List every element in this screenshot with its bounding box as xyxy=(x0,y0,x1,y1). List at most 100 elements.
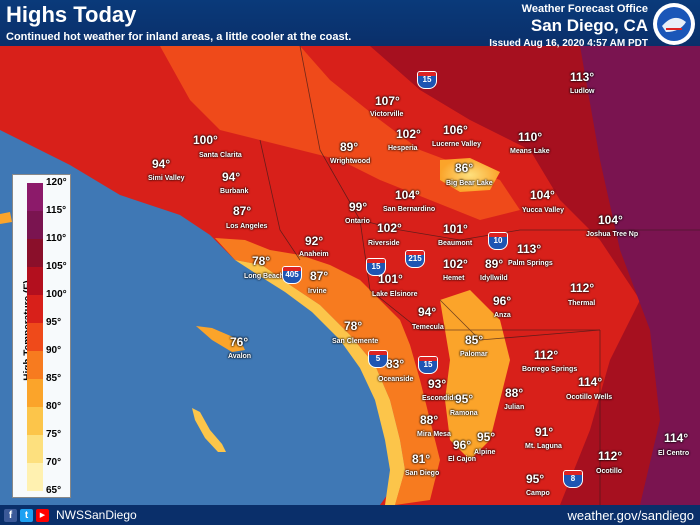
place-name: Riverside xyxy=(368,240,400,247)
place-name: Beaumont xyxy=(438,240,473,247)
youtube-icon[interactable]: ▶ xyxy=(36,508,49,522)
place-name: Joshua Tree Np xyxy=(586,231,639,238)
place-name: Mt. Laguna xyxy=(525,443,562,450)
legend-tick: 65° xyxy=(46,485,62,496)
place-name: Irvine xyxy=(308,288,327,295)
temperature-value: 114° xyxy=(578,375,603,389)
temperature-value: 114° xyxy=(664,431,689,445)
page-title: Highs Today xyxy=(6,2,137,27)
place-name: Oceanside xyxy=(378,376,414,383)
place-name: Ramona xyxy=(450,410,478,417)
temperature-value: 104° xyxy=(395,188,420,202)
website-link[interactable]: weather.gov/sandiego xyxy=(567,508,694,523)
legend-swatch xyxy=(27,295,43,323)
place-name: Lake Elsinore xyxy=(372,291,418,298)
place-name: Santa Clarita xyxy=(199,152,242,159)
temperature-value: 94° xyxy=(152,157,171,171)
legend-tick: 120° xyxy=(46,177,67,188)
place-name: Yucca Valley xyxy=(522,207,565,214)
twitter-icon[interactable]: t xyxy=(20,508,33,522)
temperature-value: 104° xyxy=(598,213,623,227)
place-name: Borrego Springs xyxy=(522,366,578,373)
temperature-value: 81° xyxy=(412,452,431,466)
place-name: Idyllwild xyxy=(480,275,508,282)
temperature-value: 106° xyxy=(443,123,468,137)
coastal-plain xyxy=(215,238,440,505)
legend-swatch xyxy=(27,323,43,351)
place-name: Palomar xyxy=(460,351,488,358)
temperature-value: 99° xyxy=(349,200,368,214)
header-bar: Highs Today Continued hot weather for in… xyxy=(0,0,700,49)
highway-shield-icon: 215 xyxy=(405,250,425,268)
social-handle[interactable]: NWSSanDiego xyxy=(56,508,137,522)
temperature-value: 102° xyxy=(377,221,402,235)
social-links: f t ▶ NWSSanDiego xyxy=(4,508,137,522)
legend-swatch xyxy=(27,463,43,491)
place-name: Ludlow xyxy=(570,88,595,95)
place-name: Means Lake xyxy=(510,148,550,155)
temperature-value: 87° xyxy=(310,269,329,283)
office-block: Weather Forecast Office San Diego, CA Is… xyxy=(489,3,648,49)
temperature-value: 107° xyxy=(375,94,400,108)
temperature-value: 102° xyxy=(443,257,468,271)
temperature-value: 113° xyxy=(517,242,542,256)
legend-tick: 110° xyxy=(46,233,67,244)
peninsular-range xyxy=(440,290,510,460)
temperature-value: 78° xyxy=(344,319,363,333)
highway-shield-icon: 5 xyxy=(368,350,388,368)
legend-tick: 115° xyxy=(46,205,67,216)
channel-island xyxy=(0,212,12,224)
place-name: Victorville xyxy=(370,111,404,118)
office-name: Weather Forecast Office xyxy=(521,3,648,15)
temperature-value: 87° xyxy=(233,204,252,218)
facebook-icon[interactable]: f xyxy=(4,508,17,522)
temperature-value: 100° xyxy=(193,133,218,147)
issued-time: Issued Aug 16, 2020 4:57 AM PDT xyxy=(489,38,648,49)
mountain-band xyxy=(160,46,520,220)
place-name: El Centro xyxy=(658,450,690,457)
place-name: San Clemente xyxy=(332,338,379,345)
temperature-value: 95° xyxy=(455,392,474,406)
temperature-value: 96° xyxy=(493,294,512,308)
place-name: Julian xyxy=(504,404,525,411)
legend-swatch xyxy=(27,267,43,295)
temperature-value: 86° xyxy=(455,161,474,175)
temperature-value: 104° xyxy=(530,188,555,202)
color-legend: High Temperature (F) 120°115°110°105°100… xyxy=(12,174,71,498)
temperature-value: 95° xyxy=(477,430,496,444)
temperature-value: 101° xyxy=(443,222,468,236)
place-name: Simi Valley xyxy=(148,175,185,182)
legend-swatch xyxy=(27,379,43,407)
catalina-island xyxy=(196,326,245,352)
temperature-value: 96° xyxy=(453,438,472,452)
office-city: San Diego, CA xyxy=(530,16,648,35)
temperature-value: 89° xyxy=(485,257,504,271)
temperature-value: 112° xyxy=(570,281,595,295)
temperature-value: 112° xyxy=(598,449,623,463)
place-name: Los Angeles xyxy=(226,223,268,230)
place-name: Thermal xyxy=(568,300,596,307)
highway-shield-icon: 405 xyxy=(282,266,302,284)
temperature-value: 110° xyxy=(518,130,543,144)
county-borders xyxy=(259,45,700,505)
place-name: Hesperia xyxy=(388,145,418,152)
highway-shield-icon: 15 xyxy=(366,258,386,276)
temperature-value: 78° xyxy=(252,254,271,268)
far-desert xyxy=(580,46,700,505)
legend-tick: 95° xyxy=(46,317,62,328)
temperature-value: 94° xyxy=(222,170,241,184)
place-name: Ocotillo xyxy=(596,468,623,475)
legend-tick: 100° xyxy=(46,289,67,300)
san-clemente-island xyxy=(192,408,226,452)
place-name: Ontario xyxy=(345,218,370,225)
highway-shield-icon: 15 xyxy=(418,356,438,374)
place-name: Avalon xyxy=(228,353,252,360)
place-name: Big Bear Lake xyxy=(446,180,493,187)
legend-tick: 85° xyxy=(46,373,62,384)
temperature-value: 93° xyxy=(428,377,447,391)
coast-strip xyxy=(235,260,405,505)
footer-bar: f t ▶ NWSSanDiego weather.gov/sandiego xyxy=(0,505,700,525)
place-name: Mira Mesa xyxy=(417,431,451,438)
